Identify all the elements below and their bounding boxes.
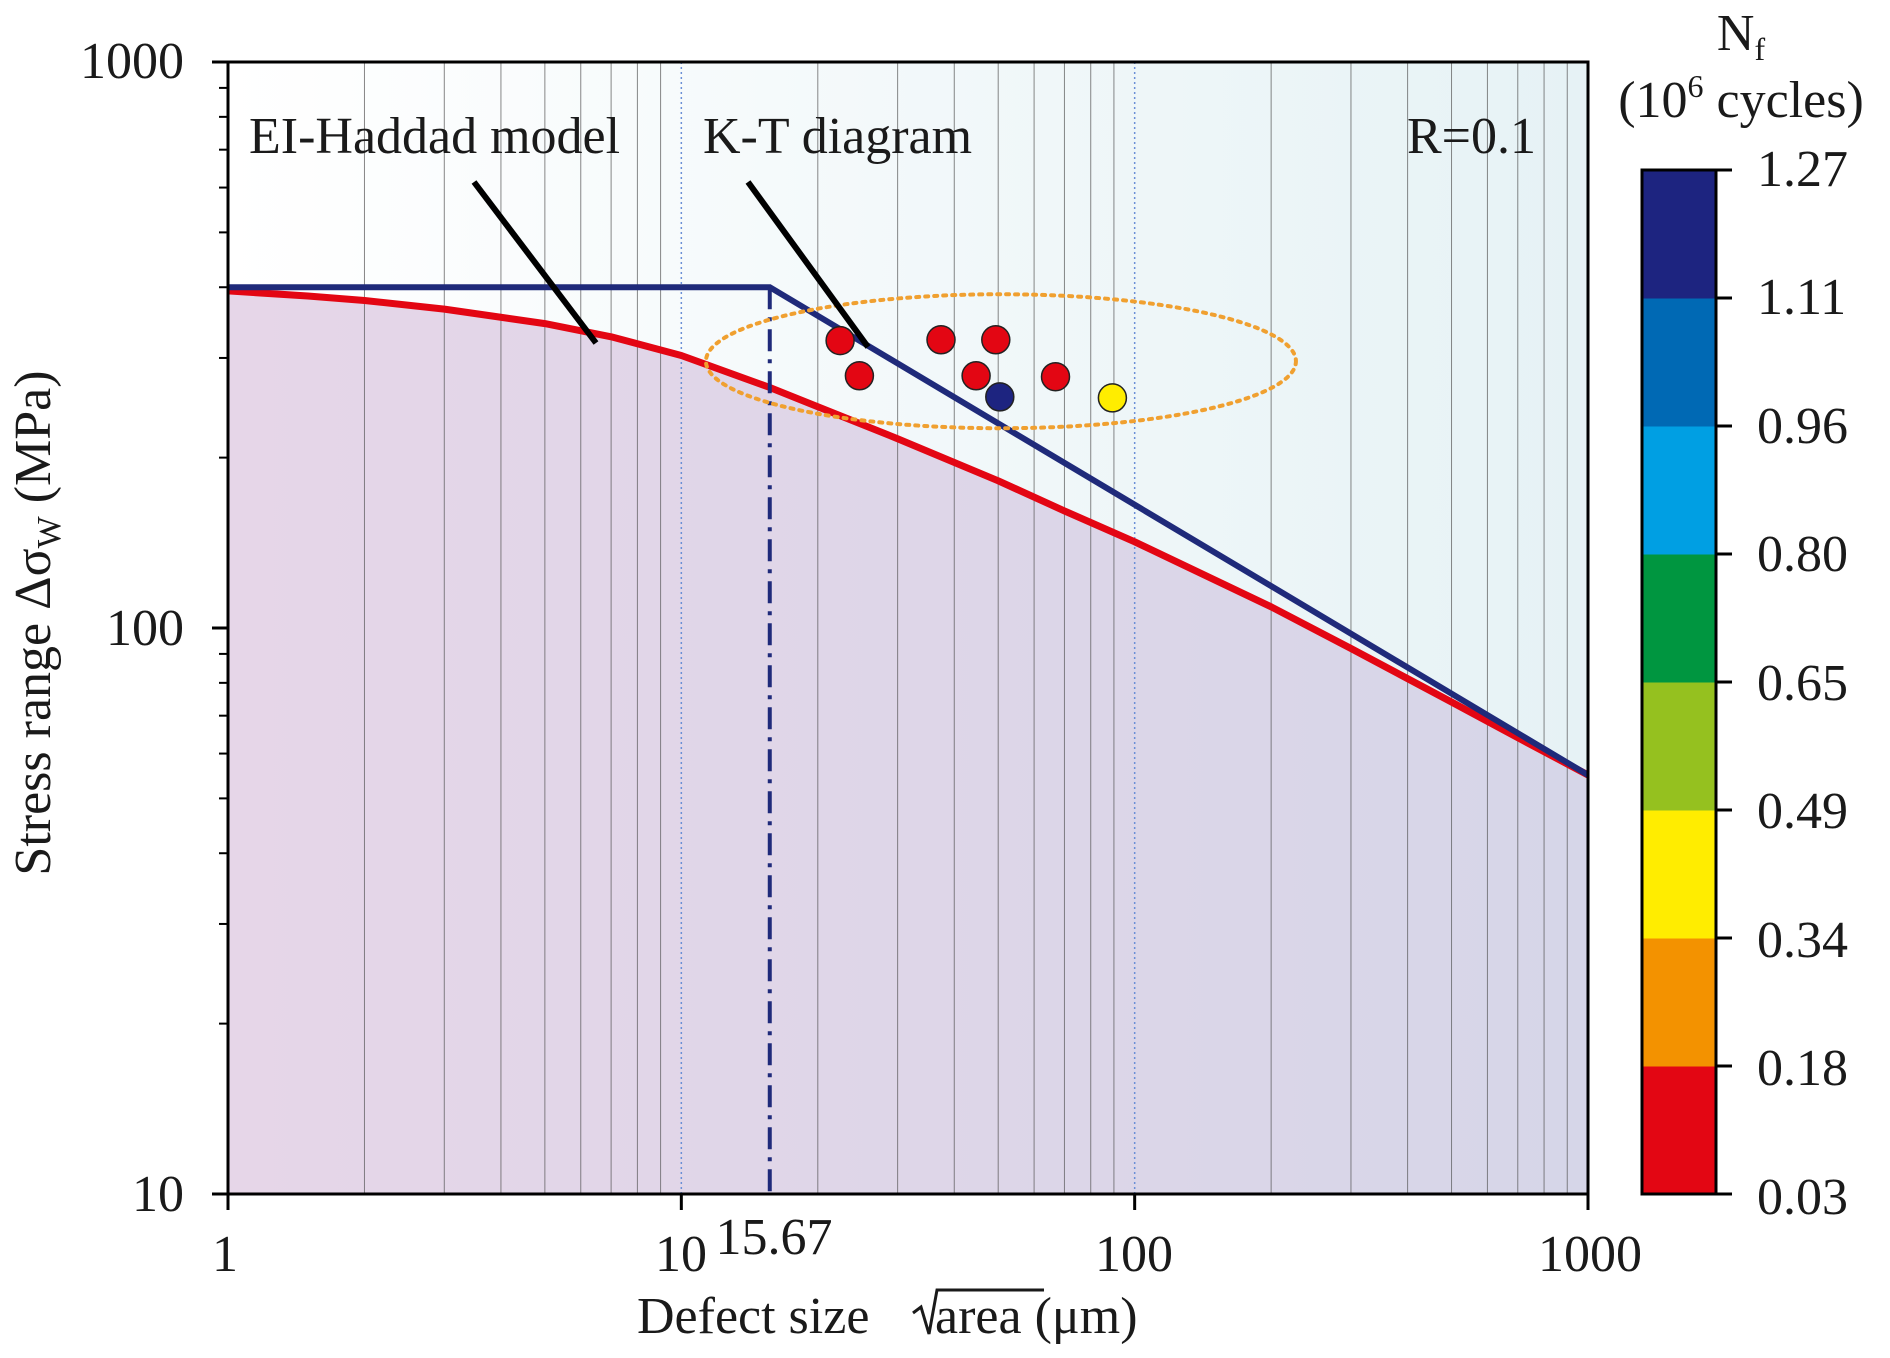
data-point [961, 361, 991, 391]
el-haddad-curve [227, 287, 1590, 779]
curves [227, 284, 1590, 1194]
y-axis-title: Stress range ΔσW (MPa) [5, 370, 68, 875]
colorbar-segment [1642, 426, 1716, 555]
sqrt-symbol [912, 1288, 1044, 1335]
y-axis-title-unit: (MPa) [5, 370, 62, 516]
colorbar-label: 1.27 [1757, 141, 1848, 198]
colorbar-label: 0.49 [1757, 783, 1848, 840]
data-point [825, 325, 855, 356]
data-point [985, 382, 1015, 412]
colorbar-units-suffix: cycles) [1704, 72, 1864, 129]
x-axis-title: Defect size area (μm) [637, 1288, 1138, 1345]
colorbar-title: Nf [1717, 5, 1766, 67]
data-cluster-ellipse [703, 292, 1298, 431]
colorbar-segment [1642, 554, 1716, 683]
el-haddad-label: EI-Haddad model [249, 108, 620, 165]
y-tick-label: 1000 [80, 33, 184, 90]
y-tick-label: 10 [132, 1166, 184, 1223]
kt-diagram-label: K-T diagram [703, 108, 972, 165]
colorbar-label: 0.96 [1757, 398, 1848, 455]
y-tick-labels: 10 100 1000 [80, 33, 184, 1223]
colorbar [1640, 168, 1732, 1196]
data-point [981, 325, 1011, 355]
x-tick-label: 100 [1095, 1226, 1173, 1283]
y-tick-label: 100 [106, 600, 184, 657]
kt-diagram-line [228, 284, 1590, 778]
colorbar-label: 0.18 [1757, 1040, 1848, 1097]
colorbar-segment [1642, 170, 1716, 299]
y-axis-title-sub: W [31, 515, 68, 548]
colorbar-segment [1642, 682, 1716, 811]
colorbar-label: 0.34 [1757, 912, 1848, 969]
colorbar-units-prefix: (10 [1618, 72, 1687, 129]
fatigue-region-fill [228, 290, 1588, 1194]
plot-background [228, 62, 1588, 1194]
colorbar-segment [1642, 938, 1716, 1067]
x-axis-title-prefix: Defect size [637, 1288, 882, 1345]
colorbar-labels: 1.27 1.11 0.96 0.80 0.65 0.49 0.34 0.18 … [1757, 141, 1848, 1226]
x-axis-title-unit: (μm) [1022, 1288, 1138, 1345]
y-axis-title-prefix: Stress range Δσ [5, 548, 62, 875]
colorbar-label: 1.11 [1757, 269, 1846, 326]
data-point [1040, 361, 1071, 392]
colorbar-title-main: N [1717, 5, 1755, 62]
x-tick-label: 1 [212, 1226, 238, 1283]
colorbar-segment [1642, 298, 1716, 427]
colorbar-label: 0.03 [1757, 1169, 1848, 1226]
x-tick-labels: 1 10 100 1000 15.67 [212, 1209, 1642, 1283]
colorbar-label: 0.80 [1757, 526, 1848, 583]
kt-leader [745, 180, 871, 349]
data-points [825, 325, 1128, 413]
x-tick-label: 1000 [1538, 1226, 1642, 1283]
x-axis-title-radicand: area [935, 1288, 1022, 1345]
marker-tick-label: 15.67 [716, 1209, 833, 1266]
data-point [844, 361, 875, 391]
grid-lines [363, 62, 1568, 1194]
colorbar-label: 0.65 [1757, 655, 1848, 712]
colorbar-title-sub: f [1754, 31, 1765, 67]
stress-ratio-label: R=0.1 [1407, 108, 1536, 165]
data-point [926, 325, 956, 355]
colorbar-segment [1642, 1066, 1716, 1195]
data-point [1097, 383, 1128, 413]
el-haddad-leader [471, 180, 599, 345]
colorbar-units-sup: 6 [1688, 68, 1704, 104]
colorbar-units: (106 cycles) [1618, 68, 1864, 129]
colorbar-segment [1642, 810, 1716, 939]
x-tick-label: 10 [655, 1226, 707, 1283]
axes [212, 60, 1590, 1210]
